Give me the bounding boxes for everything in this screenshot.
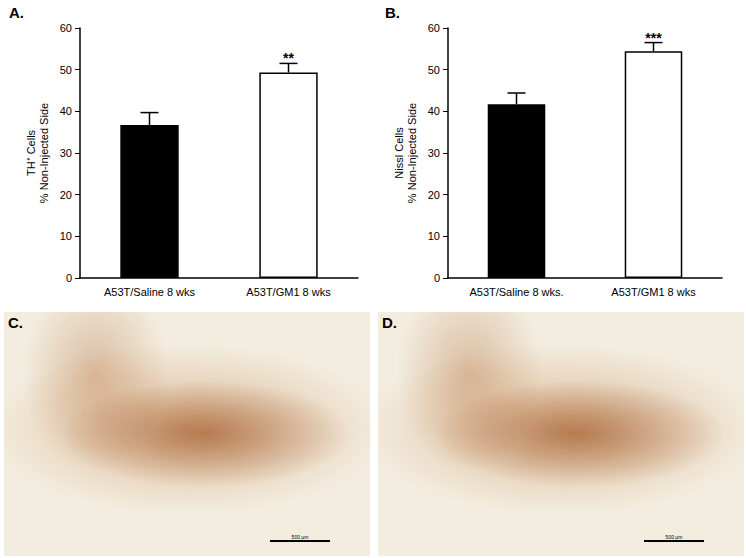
html-text:C.: C.	[8, 314, 23, 331]
html-text:500 µm: 500 µm	[291, 534, 309, 540]
svg-text:A53T/Saline 8 wks: A53T/Saline 8 wks	[104, 286, 196, 298]
svg-text:% Non-Injected Side: % Non-Injected Side	[38, 103, 50, 203]
svg-text:50: 50	[60, 64, 72, 76]
svg-text:50: 50	[428, 64, 440, 76]
svg-text:TH⁺ Cells: TH⁺ Cells	[25, 129, 37, 176]
svg-text:40: 40	[428, 105, 440, 117]
svg-text:***: ***	[645, 30, 662, 46]
html-text:D.: D.	[382, 314, 397, 331]
svg-text:A53T/GM1 8 wks: A53T/GM1 8 wks	[611, 286, 696, 298]
svg-text:0: 0	[434, 272, 440, 284]
svg-text:10: 10	[428, 230, 440, 242]
svg-text:**: **	[283, 50, 294, 66]
svg-text:20: 20	[60, 189, 72, 201]
svg-text:A.: A.	[9, 4, 24, 21]
svg-text:A53T/Saline 8 wks.: A53T/Saline 8 wks.	[469, 286, 563, 298]
svg-text:Nissl Cells: Nissl Cells	[393, 127, 405, 179]
svg-text:B.: B.	[385, 4, 400, 21]
svg-text:40: 40	[60, 105, 72, 117]
svg-text:60: 60	[60, 22, 72, 34]
svg-text:0: 0	[66, 272, 72, 284]
svg-text:A53T/GM1 8 wks: A53T/GM1 8 wks	[246, 286, 331, 298]
svg-text:30: 30	[60, 147, 72, 159]
svg-text:60: 60	[428, 22, 440, 34]
svg-text:30: 30	[428, 147, 440, 159]
svg-text:10: 10	[60, 230, 72, 242]
svg-text:% Non-Injected Side: % Non-Injected Side	[406, 103, 418, 203]
html-text:500 µm: 500 µm	[665, 534, 683, 540]
svg-text:20: 20	[428, 189, 440, 201]
